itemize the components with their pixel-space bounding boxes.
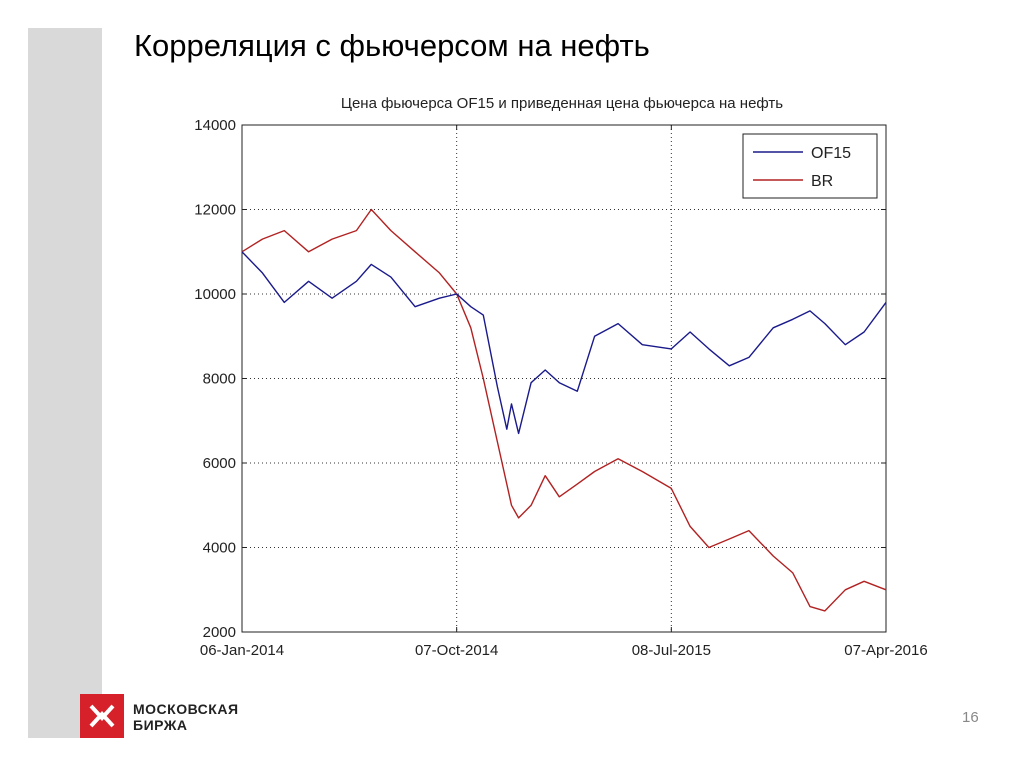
x-tick-label: 06-Jan-2014: [200, 642, 284, 659]
y-tick-label: 14000: [194, 117, 236, 134]
y-tick-label: 10000: [194, 286, 236, 303]
legend-box: [742, 133, 878, 199]
logo-line2: БИРЖА: [133, 717, 188, 733]
x-tick-label: 07-Apr-2016: [844, 642, 927, 659]
y-tick-label: 6000: [203, 455, 236, 472]
series-line-of15: [241, 251, 887, 435]
moex-logo-icon: [80, 694, 124, 738]
page-number: 16: [962, 709, 979, 726]
legend-label: BR: [811, 173, 833, 190]
y-tick-label: 2000: [203, 624, 236, 641]
slide-title: Корреляция с фьючерсом на нефть: [134, 28, 650, 63]
logo-text: МОСКОВСКАЯ БИРЖА: [133, 701, 239, 733]
chart-title: Цена фьючерса OF15 и приведенная цена фь…: [341, 95, 783, 112]
y-tick-label: 12000: [194, 202, 236, 219]
y-tick-label: 4000: [203, 540, 236, 557]
legend: OF15 BR: [742, 133, 878, 199]
y-tick-label: 8000: [203, 371, 236, 388]
slide-side-bar: [28, 28, 102, 738]
series-line-br: [241, 208, 887, 612]
x-tick-label: 07-Oct-2014: [415, 642, 498, 659]
x-tick-label: 08-Jul-2015: [632, 642, 711, 659]
legend-label: OF15: [811, 145, 851, 162]
logo-line1: МОСКОВСКАЯ: [133, 701, 239, 717]
